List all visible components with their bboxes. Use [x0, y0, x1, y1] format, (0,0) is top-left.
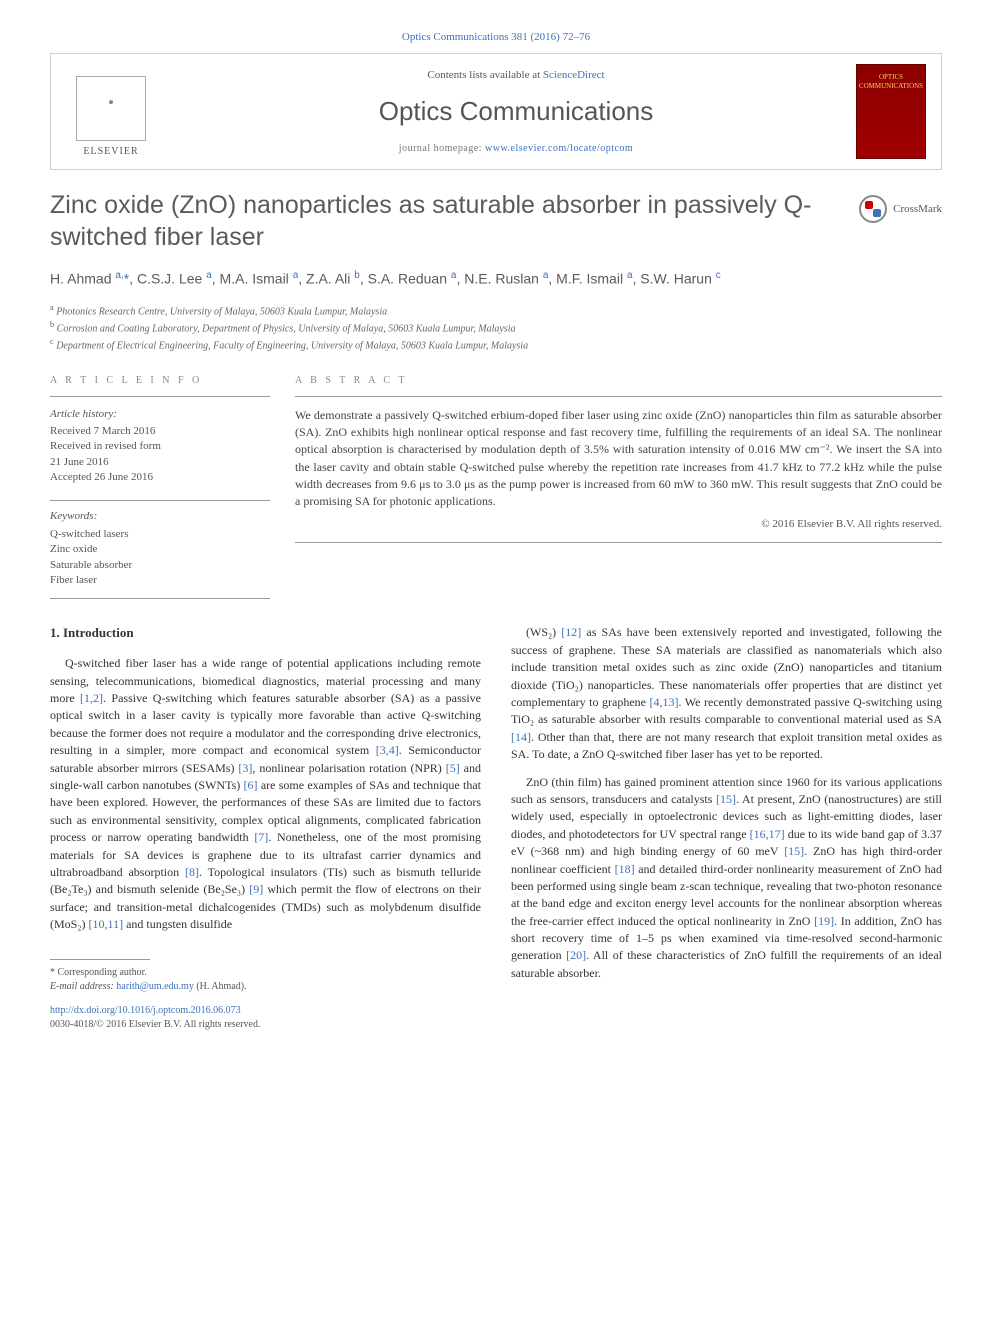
body-paragraph: ZnO (thin film) has gained prominent att… — [511, 774, 942, 983]
sciencedirect-link[interactable]: ScienceDirect — [543, 69, 605, 81]
citation-ref[interactable]: [18] — [615, 862, 635, 876]
email-suffix: (H. Ahmad). — [194, 981, 247, 992]
citation-ref[interactable]: [3,4] — [376, 743, 399, 757]
citation-ref[interactable]: [6] — [244, 778, 258, 792]
section-heading-intro: 1. Introduction — [50, 624, 481, 643]
column-left: 1. Introduction Q-switched fiber laser h… — [50, 624, 481, 1032]
author-email-link[interactable]: harith@um.edu.my — [116, 981, 194, 992]
journal-citation[interactable]: Optics Communications 381 (2016) 72–76 — [50, 30, 942, 45]
elsevier-logo[interactable]: ELSEVIER — [66, 64, 156, 159]
header-banner: ELSEVIER Contents lists available at Sci… — [50, 53, 942, 170]
keywords-label: Keywords: — [50, 500, 270, 524]
journal-cover[interactable]: OPTICS COMMUNICATIONS — [856, 64, 926, 159]
affiliation-item: c Department of Electrical Engineering, … — [50, 336, 942, 353]
citation-ref[interactable]: [15] — [716, 792, 736, 806]
history-item: Received 7 March 2016 — [50, 424, 270, 439]
abstract-column: A B S T R A C T We demonstrate a passive… — [295, 374, 942, 600]
info-abstract-row: A R T I C L E I N F O Article history: R… — [50, 374, 942, 600]
citation-ref[interactable]: [7] — [254, 830, 268, 844]
citation-ref[interactable]: [15] — [784, 844, 804, 858]
article-title: Zinc oxide (ZnO) nanoparticles as satura… — [50, 190, 839, 253]
crossmark-label: CrossMark — [893, 202, 942, 217]
citation-ref[interactable]: [3] — [238, 761, 252, 775]
citation-ref[interactable]: [5] — [446, 761, 460, 775]
article-info: A R T I C L E I N F O Article history: R… — [50, 374, 270, 600]
header-center: Contents lists available at ScienceDirec… — [176, 68, 856, 156]
history-item: 21 June 2016 — [50, 455, 270, 470]
homepage-line: journal homepage: www.elsevier.com/locat… — [176, 142, 856, 156]
history-item: Received in revised form — [50, 439, 270, 454]
crossmark-icon — [859, 195, 887, 223]
citation-ref[interactable]: [20] — [566, 948, 586, 962]
cover-title: OPTICS COMMUNICATIONS — [857, 73, 925, 90]
elsevier-tree-icon — [76, 76, 146, 141]
column-right: (WS₂) [12] as SAs have been extensively … — [511, 624, 942, 1032]
abstract-heading: A B S T R A C T — [295, 374, 942, 397]
journal-name: Optics Communications — [176, 93, 856, 129]
citation-ref[interactable]: [9] — [249, 882, 263, 896]
abstract-text: We demonstrate a passively Q-switched er… — [295, 407, 942, 511]
keyword-item: Fiber laser — [50, 573, 270, 588]
contents-line: Contents lists available at ScienceDirec… — [176, 68, 856, 83]
corresponding-author-note: * Corresponding author. — [50, 966, 481, 980]
keyword-item: Zinc oxide — [50, 542, 270, 557]
citation-ref[interactable]: [19] — [814, 914, 834, 928]
elsevier-label: ELSEVIER — [83, 145, 138, 159]
affiliation-item: b Corrosion and Coating Laboratory, Depa… — [50, 319, 942, 336]
citation-ref[interactable]: [16,17] — [750, 827, 785, 841]
body-paragraph: (WS₂) [12] as SAs have been extensively … — [511, 624, 942, 763]
article-info-heading: A R T I C L E I N F O — [50, 374, 270, 397]
doi-link[interactable]: http://dx.doi.org/10.1016/j.optcom.2016.… — [50, 1005, 241, 1016]
affiliation-item: a Photonics Research Centre, University … — [50, 302, 942, 319]
email-note: E-mail address: harith@um.edu.my (H. Ahm… — [50, 980, 481, 994]
citation-ref[interactable]: [15] — [784, 844, 804, 858]
affiliations: a Photonics Research Centre, University … — [50, 302, 942, 354]
citation-ref[interactable]: [10,11] — [89, 917, 124, 931]
history-label: Article history: — [50, 407, 270, 422]
homepage-prefix: journal homepage: — [399, 143, 485, 154]
crossmark-badge[interactable]: CrossMark — [859, 195, 942, 223]
body-columns: 1. Introduction Q-switched fiber laser h… — [50, 624, 942, 1032]
citation-ref[interactable]: [1,2] — [80, 691, 103, 705]
body-paragraph: Q-switched fiber laser has a wide range … — [50, 655, 481, 933]
email-label: E-mail address: — [50, 981, 116, 992]
doi-line: http://dx.doi.org/10.1016/j.optcom.2016.… — [50, 1004, 481, 1019]
homepage-link[interactable]: www.elsevier.com/locate/optcom — [485, 143, 633, 154]
citation-ref[interactable]: [14] — [511, 730, 531, 744]
abstract-copyright: © 2016 Elsevier B.V. All rights reserved… — [295, 517, 942, 532]
keyword-item: Saturable absorber — [50, 558, 270, 573]
citation-ref[interactable]: [12] — [561, 625, 581, 639]
citation-ref[interactable]: [15] — [716, 792, 736, 806]
history-item: Accepted 26 June 2016 — [50, 470, 270, 485]
citation-ref[interactable]: [4,13] — [650, 695, 679, 709]
authors-list: H. Ahmad a,*, C.S.J. Lee a, M.A. Ismail … — [50, 268, 942, 290]
citation-ref[interactable]: [8] — [185, 865, 199, 879]
footer-copyright: 0030-4018/© 2016 Elsevier B.V. All right… — [50, 1018, 481, 1033]
contents-prefix: Contents lists available at — [427, 69, 542, 81]
title-row: Zinc oxide (ZnO) nanoparticles as satura… — [50, 190, 942, 253]
keyword-item: Q-switched lasers — [50, 527, 270, 542]
